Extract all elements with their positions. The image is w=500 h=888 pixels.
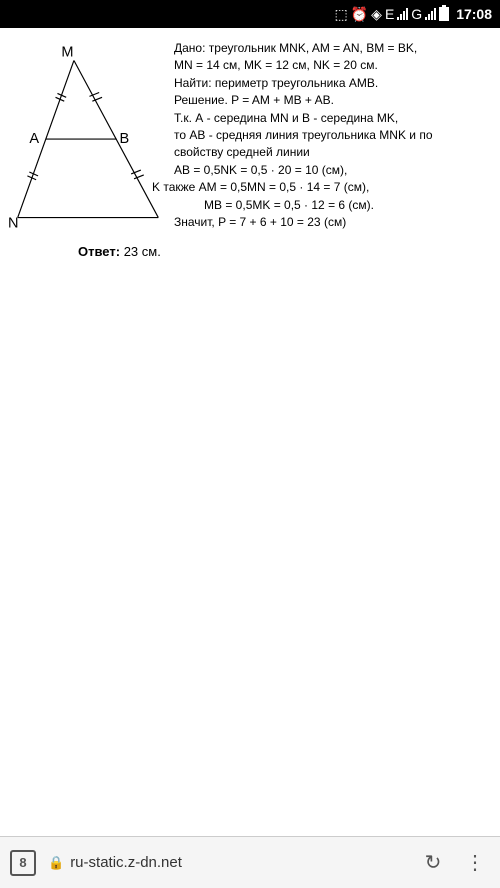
answer: Ответ: 23 см. xyxy=(78,244,492,259)
alarm-icon: ⏰ xyxy=(351,6,368,23)
url-text: ru-static.z-dn.net xyxy=(70,854,182,871)
sol-line5: K также AM = 0,5MN = 0,5 · 14 = 7 (см), xyxy=(152,179,492,196)
wifi-icon: ◈ xyxy=(371,6,382,23)
sol-line7: Значит, P = 7 + 6 + 10 = 23 (см) xyxy=(174,214,492,231)
lock-icon: 🔒 xyxy=(48,855,64,871)
signal-g-icon xyxy=(425,8,436,20)
vertex-n-label: N xyxy=(8,215,19,231)
network-g-label: G xyxy=(411,6,422,22)
vertex-b-label: B xyxy=(120,131,130,147)
solution-start: Решение. P = AM + MB + AB. xyxy=(174,92,492,109)
sol-line6: MB = 0,5MK = 0,5 · 12 = 6 (см). xyxy=(174,197,492,214)
dano-line1: Дано: треугольник MNK, AM = AN, BM = BK, xyxy=(174,40,492,57)
page-content: M N A B Дано: треугольник MNK, AM = AN, … xyxy=(0,28,500,836)
dano-line2: MN = 14 см, MK = 12 см, NK = 20 см. xyxy=(174,57,492,74)
signal-e-icon xyxy=(397,8,408,20)
status-icons: ⬚ ⏰ ◈ E G 17:08 xyxy=(335,6,493,23)
browser-bar: 8 🔒 ru-static.z-dn.net ↻ ⋮ xyxy=(0,836,500,888)
url-bar[interactable]: 🔒 ru-static.z-dn.net xyxy=(48,854,406,871)
sol-line4: AB = 0,5NK = 0,5 · 20 = 10 (см), xyxy=(174,162,492,179)
reload-button[interactable]: ↻ xyxy=(418,850,448,875)
vibrate-icon: ⬚ xyxy=(335,6,348,23)
sol-line1: Т.к. А - середина MN и B - середина MK, xyxy=(174,110,492,127)
find-line: Найти: периметр треугольника AMB. xyxy=(174,75,492,92)
sol-line2: то AB - средняя линия треугольника MNK и… xyxy=(174,127,492,144)
answer-label: Ответ: xyxy=(78,244,120,259)
clock: 17:08 xyxy=(456,6,492,22)
sol-line3: свойству средней линии xyxy=(174,144,492,161)
vertex-a-label: A xyxy=(29,131,39,147)
status-bar: ⬚ ⏰ ◈ E G 17:08 xyxy=(0,0,500,28)
problem-text: Дано: треугольник MNK, AM = AN, BM = BK,… xyxy=(174,40,492,240)
battery-icon xyxy=(439,7,449,21)
triangle-diagram: M N A B xyxy=(8,40,168,240)
tabs-button[interactable]: 8 xyxy=(10,850,36,876)
menu-button[interactable]: ⋮ xyxy=(460,850,490,875)
vertex-m-label: M xyxy=(61,45,73,61)
network-e-label: E xyxy=(385,6,394,22)
answer-value: 23 см. xyxy=(124,244,161,259)
